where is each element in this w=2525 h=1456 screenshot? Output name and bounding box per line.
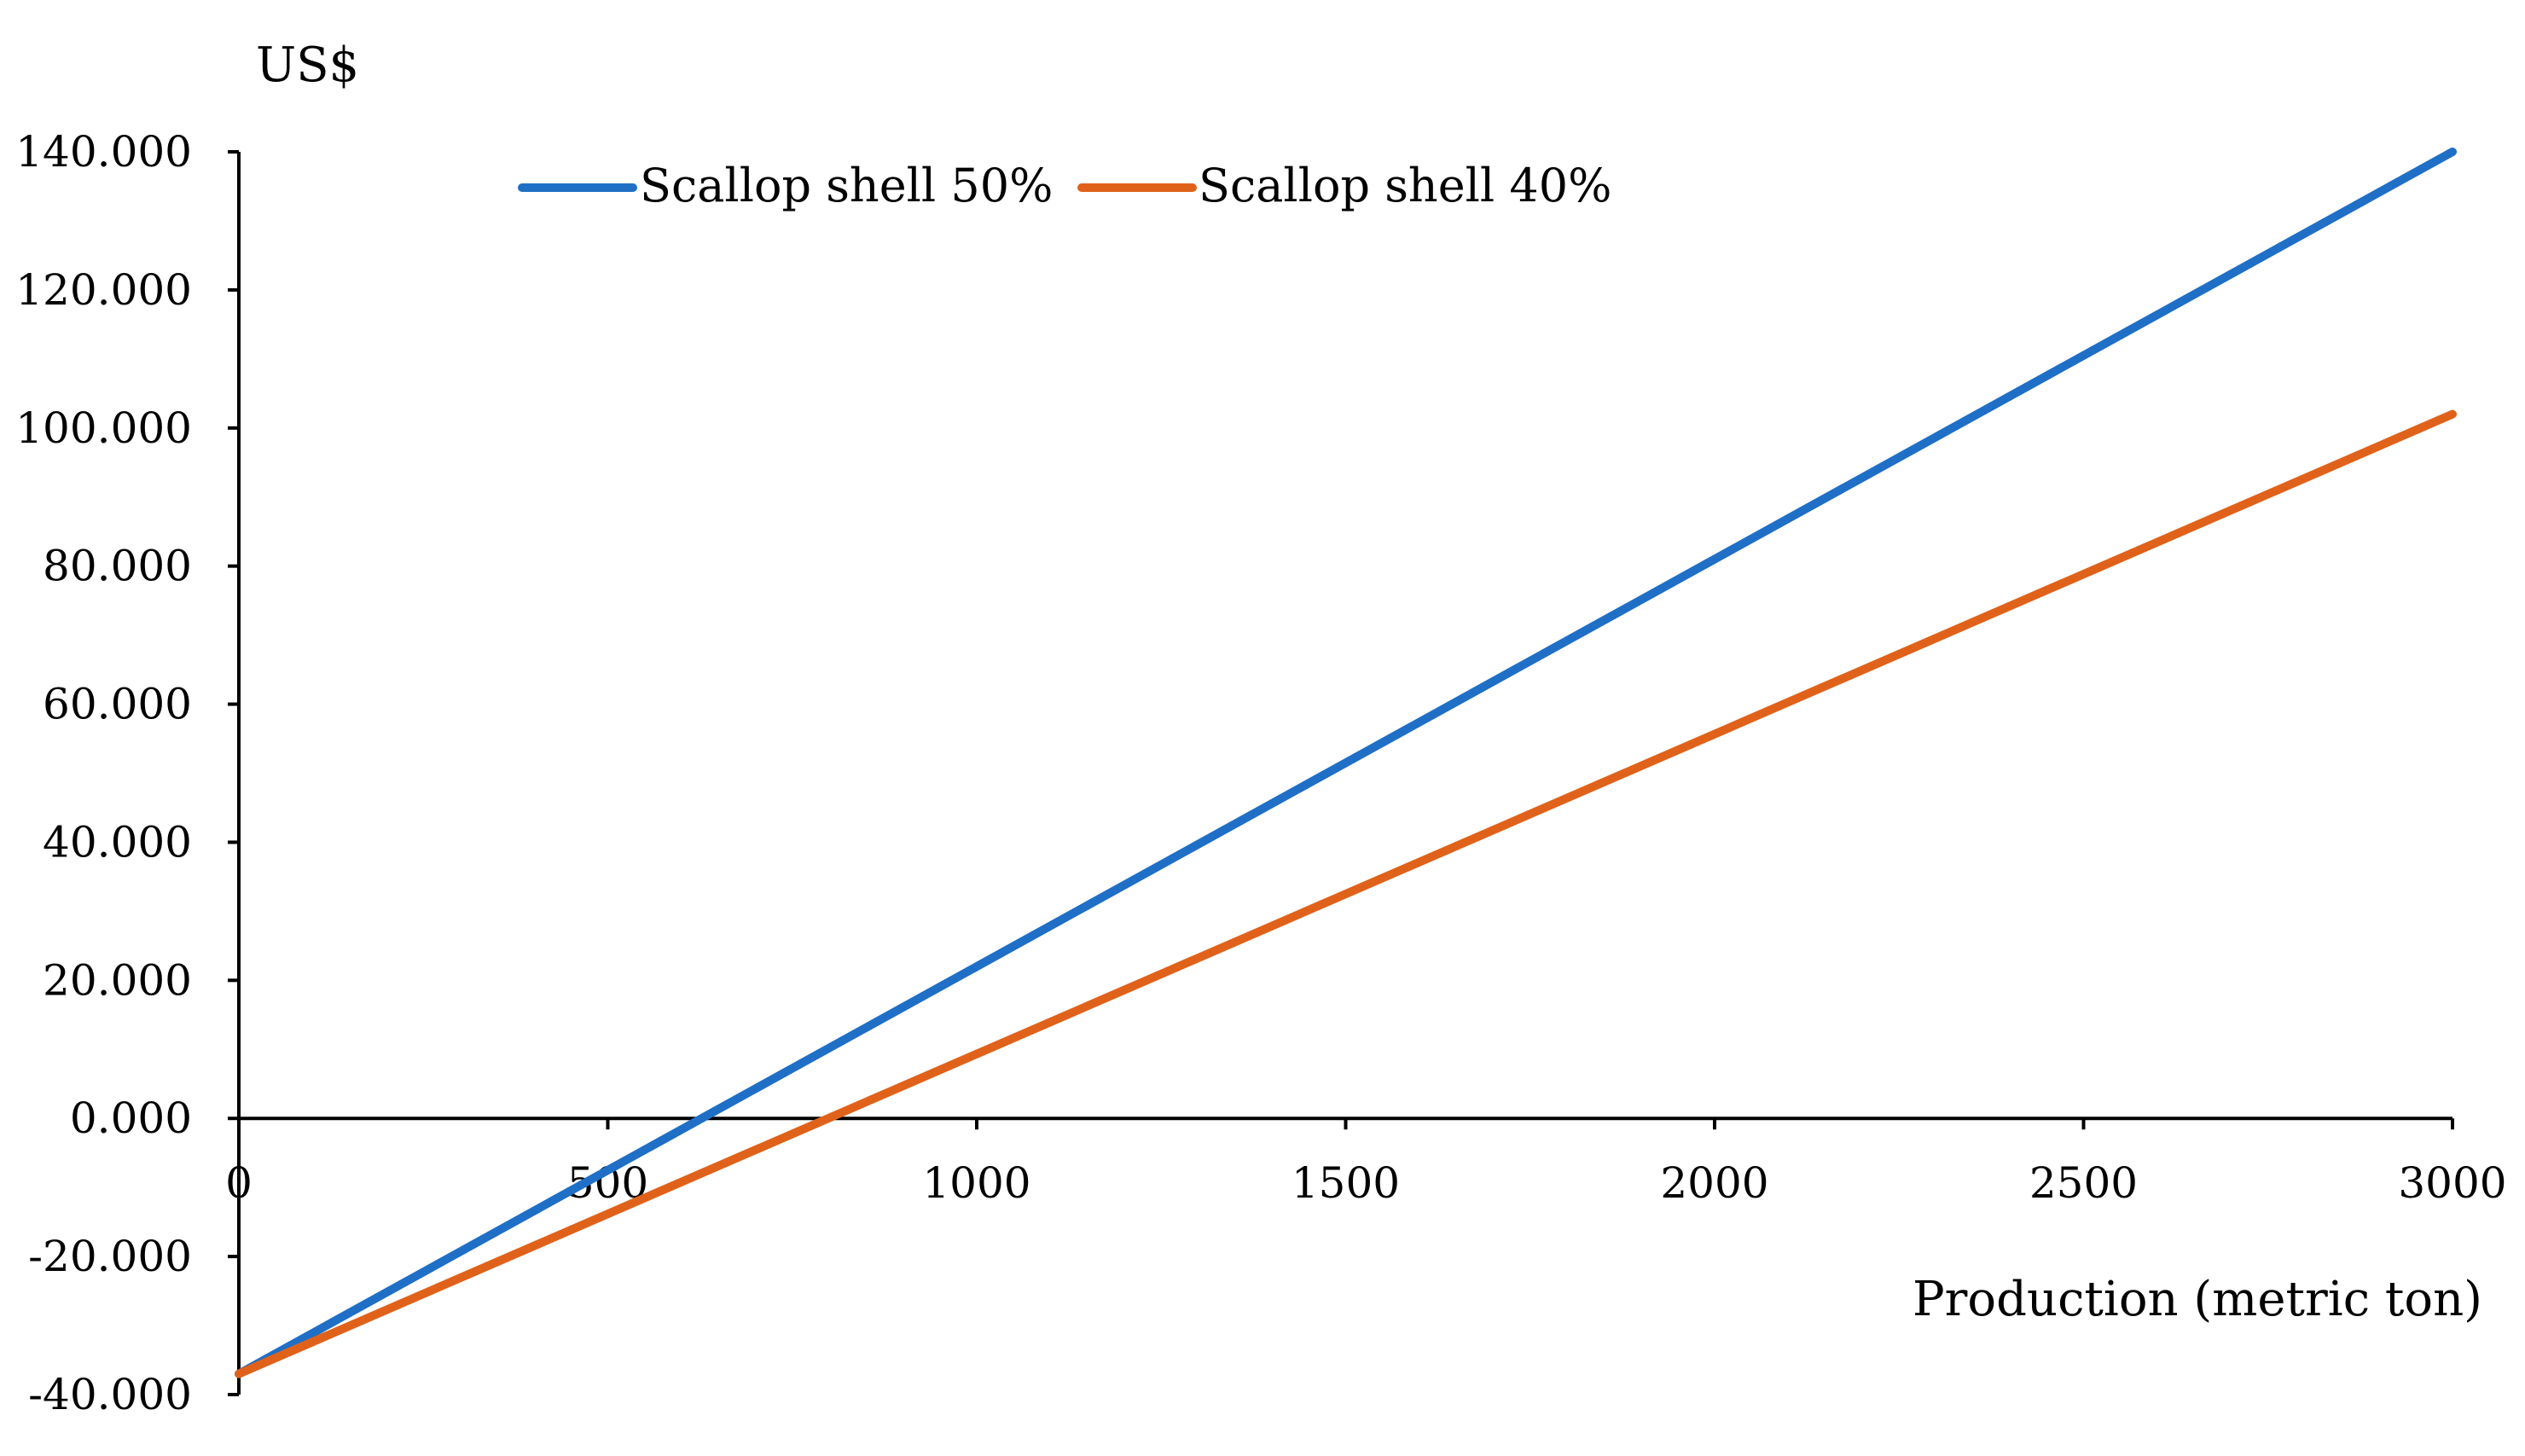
x-axis-title: Production (metric ton) xyxy=(1913,1272,2482,1327)
y-tick-label: 60.000 xyxy=(43,680,192,729)
series-line-scallop-shell-40 xyxy=(235,409,2457,1378)
x-tick-label: 3000 xyxy=(2398,1158,2506,1208)
y-tick-label: 0.000 xyxy=(70,1093,192,1143)
x-tick-label: 0 xyxy=(225,1158,252,1208)
legend-label-scallop-shell-50: Scallop shell 50% xyxy=(640,159,1053,212)
x-tick-label: 1000 xyxy=(922,1158,1030,1208)
y-tick-label: 40.000 xyxy=(43,817,192,867)
y-tick-label: -40.000 xyxy=(28,1370,192,1419)
y-axis: -40.000 -20.000 0.000 20.000 40.000 60.000 80.… xyxy=(15,127,241,1419)
legend-label-scallop-shell-40: Scallop shell 40% xyxy=(1199,159,1611,212)
x-tick-label: 1500 xyxy=(1292,1158,1400,1208)
y-tick-label: 100.000 xyxy=(15,403,192,453)
legend: Scallop shell 50% Scallop shell 40% xyxy=(518,159,1611,212)
y-tick-label: -20.000 xyxy=(28,1232,192,1281)
y-tick-label: 120.000 xyxy=(15,265,192,315)
series-line-scallop-shell-50 xyxy=(235,148,2457,1378)
y-tick-label: 20.000 xyxy=(43,955,192,1005)
y-tick-label: 140.000 xyxy=(15,127,192,177)
series-layer xyxy=(235,148,2457,1378)
y-tick-label: 80.000 xyxy=(43,542,192,591)
x-tick-label: 2500 xyxy=(2029,1158,2138,1208)
y-axis-title: US$ xyxy=(256,38,359,93)
x-tick-label: 2000 xyxy=(1660,1158,1768,1208)
